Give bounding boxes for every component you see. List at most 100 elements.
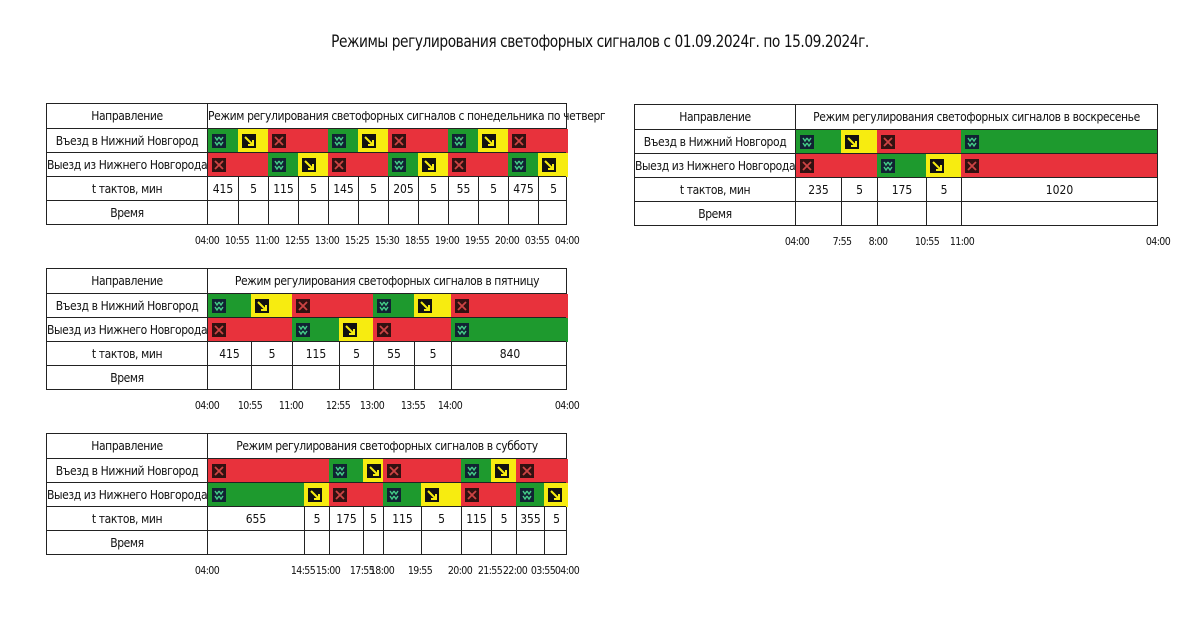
time-mark: 14:55 — [290, 565, 316, 577]
signal-green — [961, 130, 1157, 154]
arrows-down-icon — [212, 488, 226, 502]
time-cell — [451, 366, 568, 390]
row-label: Время — [47, 366, 208, 390]
signal-green — [208, 483, 304, 507]
signal-green — [383, 483, 421, 507]
diagonal-arrow-icon — [845, 135, 859, 149]
duration-cell: 5 — [358, 177, 388, 201]
row-label: t тактов, мин — [47, 177, 208, 201]
signal-red — [877, 130, 926, 154]
arrows-down-icon — [387, 488, 401, 502]
row-cells: 235 5 175 5 1020 — [796, 178, 1157, 202]
cross-icon — [965, 159, 979, 173]
row-cells: 415 5 115 5 145 5 205 5 55 5 475 5 — [208, 177, 566, 201]
signal-red — [298, 129, 328, 153]
time-mark: 20:00 — [494, 235, 520, 247]
signal-red — [478, 153, 508, 177]
arrows-down-icon — [465, 464, 479, 478]
schedule-table: Направление Режим регулирования светофорн… — [46, 433, 568, 555]
arrows-down-icon — [296, 323, 310, 337]
time-mark: 15:30 — [374, 235, 400, 247]
arrows-down-icon — [455, 323, 469, 337]
signal-red — [373, 318, 414, 342]
duration-cell: 1020 — [961, 178, 1157, 202]
duration-cell: 5 — [251, 342, 292, 366]
time-mark: 04:00 — [554, 565, 580, 577]
diagonal-arrow-icon — [302, 158, 316, 172]
time-cell — [251, 366, 292, 390]
time-mark: 12:55 — [284, 235, 310, 247]
time-mark: 11:00 — [254, 235, 280, 247]
row-label: Въезд в Нижний Новгород — [47, 459, 208, 483]
arrows-down-icon — [272, 158, 286, 172]
cross-icon — [333, 488, 347, 502]
time-cell — [238, 201, 268, 225]
signal-green — [292, 318, 339, 342]
signal-red — [292, 294, 339, 318]
signal-green — [508, 153, 538, 177]
duration-cell: 235 — [808, 183, 829, 197]
signal-yellow — [304, 483, 329, 507]
signal-red — [339, 294, 373, 318]
duration-cell: 115 — [461, 507, 491, 531]
time-cell — [208, 366, 251, 390]
duration-cell: 5 — [544, 507, 568, 531]
time-mark: 13:00 — [314, 235, 340, 247]
entry-row: Въезд в Нижний Новгород — [47, 128, 568, 153]
time-cell — [298, 201, 328, 225]
row-label: t тактов, мин — [47, 342, 208, 366]
signal-red — [208, 318, 251, 342]
diagonal-arrow-icon — [255, 299, 269, 313]
signal-red — [508, 129, 538, 153]
time-cell — [363, 531, 383, 555]
time-mark: 10:55 — [224, 235, 250, 247]
cross-icon — [452, 158, 466, 172]
header-row: Направление Режим регулирования светофорн… — [635, 105, 1157, 129]
time-cell — [329, 531, 363, 555]
row-cells — [208, 366, 566, 390]
row-label: Направление — [47, 269, 208, 293]
diagonal-arrow-icon — [422, 158, 436, 172]
time-mark: 15:00 — [315, 565, 341, 577]
page-title: Режимы регулирования светофорных сигнало… — [331, 32, 869, 52]
signal-yellow — [544, 483, 568, 507]
signal-red — [329, 483, 363, 507]
signal-red — [358, 153, 388, 177]
diagonal-arrow-icon — [425, 488, 439, 502]
cross-icon — [332, 158, 346, 172]
diagonal-arrow-icon — [495, 464, 509, 478]
table-header: Режим регулирования светофорных сигналов… — [813, 110, 1140, 124]
duration-row: t тактов, мин 415 5 115 5 55 5 840 — [47, 341, 566, 366]
time-mark: 03:55 — [524, 235, 550, 247]
time-mark: 04:00 — [1145, 236, 1171, 248]
row-label: Выезд из Нижнего Новгорода — [47, 318, 208, 342]
row-label: Выезд из Нижнего Новгорода — [635, 154, 796, 178]
time-cell — [208, 201, 238, 225]
exit-row: Выезд из Нижнего Новгорода — [47, 317, 568, 342]
header-row: Направление Режим регулирования светофорн… — [47, 104, 606, 128]
duration-cell: 205 — [388, 177, 418, 201]
signal-green — [451, 318, 568, 342]
duration-row: t тактов, мин 235 5 175 5 1020 — [635, 177, 1157, 202]
duration-row: t тактов, мин 655 5 175 5 115 5 115 5 355 5 — [47, 506, 566, 531]
duration-cell: 115 — [268, 177, 298, 201]
row-label: Время — [47, 531, 208, 555]
row-cells — [796, 202, 1157, 226]
row-cells — [208, 129, 568, 153]
duration-cell: 5 — [491, 507, 516, 531]
table-header: Режим регулирования светофорных сигналов… — [208, 109, 606, 123]
signal-red — [388, 129, 418, 153]
row-label: Въезд в Нижний Новгород — [635, 130, 796, 154]
signal-red — [961, 154, 1157, 178]
entry-row: Въезд в Нижний Новгород — [47, 293, 568, 318]
duration-cell: 415 — [212, 182, 234, 196]
duration-cell: 5 — [418, 177, 448, 201]
diagonal-arrow-icon — [343, 323, 357, 337]
signal-yellow — [478, 129, 508, 153]
signal-red — [926, 130, 961, 154]
signal-green — [796, 130, 841, 154]
time-cell — [961, 202, 1157, 226]
time-cell — [268, 201, 298, 225]
time-cell — [478, 201, 508, 225]
signal-green — [461, 459, 491, 483]
